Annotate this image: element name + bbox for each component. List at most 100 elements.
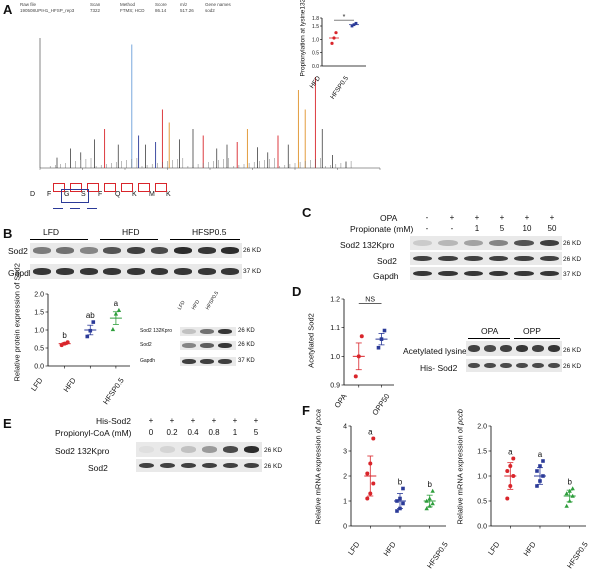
sig-letter: a: [538, 450, 543, 459]
sig-letter: b: [567, 478, 572, 487]
y-tick-label: 1.2: [330, 297, 340, 304]
panel-label-f: F: [302, 403, 310, 418]
inset-dot-hfd: [330, 41, 334, 45]
e-his-val: +: [211, 416, 217, 425]
data-point: [401, 486, 405, 491]
f1-xlabel-hfd: HFD: [381, 540, 398, 558]
row-label-gapdh: Gapdh: [8, 268, 34, 278]
d-row-acetylk: Acetylated lysine: [403, 346, 467, 356]
c-blot-sod2: [410, 252, 562, 265]
peptide-residue: K: [132, 191, 137, 198]
inset-ytick-label: 1.0: [312, 37, 319, 43]
peptide-residue: F: [47, 191, 52, 198]
header-col: Score: [155, 2, 167, 7]
data-point: [424, 506, 429, 511]
inset-dot-hfd: [334, 31, 338, 35]
d-line-opa: [468, 338, 510, 339]
sig-letter: b: [398, 478, 403, 487]
c-row-sod2: Sod2: [377, 256, 397, 266]
blot-band: [174, 268, 193, 275]
blot-band: [56, 247, 75, 254]
blot-band: [32, 268, 51, 275]
f2-xlabel-lfd: LFD: [486, 540, 502, 557]
panel-label-d: D: [292, 284, 302, 299]
blot-band: [499, 345, 513, 352]
y-tick-label: 0.9: [330, 383, 340, 390]
e-prop-val: 1: [232, 428, 238, 437]
data-point: [511, 456, 516, 461]
e-his-val: +: [169, 416, 175, 425]
data-point: [535, 469, 539, 473]
e-prop-val: 0.8: [208, 428, 220, 437]
e-row-kpro: Sod2 132Kpro: [55, 446, 110, 456]
e-prop-val: 0: [148, 428, 154, 437]
data-point: [359, 334, 364, 339]
blot-band: [243, 446, 260, 453]
blot-band: [514, 255, 534, 262]
y-ion-box: [138, 183, 150, 192]
small-blot-row: Sod2: [140, 342, 152, 348]
y-tick-label: 1.0: [477, 474, 487, 481]
blot-band: [127, 247, 145, 254]
peptide-residue: G: [64, 191, 70, 198]
c-opa-val: -: [425, 213, 429, 222]
c-opa-val: +: [449, 213, 455, 222]
d-blot-hissod2: [466, 359, 562, 372]
c-opa-val: +: [474, 213, 480, 222]
mw-37kd: 37 KD: [243, 268, 262, 275]
blot-band: [489, 239, 509, 247]
peptide-residue: F: [98, 191, 103, 198]
blot-band: [438, 239, 458, 247]
header-val: 7322: [90, 8, 101, 13]
e-blot-kpro: [136, 442, 262, 457]
header-val: FTMS; HCD: [120, 8, 145, 13]
b-xlabel-hfsp: HFSP0.5: [100, 376, 126, 407]
d-xlabel-opa: OPA: [332, 392, 349, 410]
data-point: [430, 501, 435, 506]
c-prop-val: 10: [522, 224, 532, 233]
blot-band: [467, 362, 481, 369]
inset-ytick-label: 0.0: [312, 64, 319, 70]
y-tick-label: 1.0: [330, 354, 340, 361]
y-tick-label: 2.0: [34, 292, 44, 299]
y-tick-label: 1.1: [330, 325, 340, 332]
b-ion-tick: [87, 202, 97, 209]
panel-label-b: B: [3, 226, 13, 241]
group-hfd: HFD: [122, 227, 140, 237]
group-lfd: LFD: [43, 227, 60, 237]
d-mw-1: 26 KD: [563, 347, 582, 354]
e-mw-2: 26 KD: [264, 463, 283, 470]
y-ion-box: [53, 183, 65, 192]
inset-ytick-label: 1.5: [312, 24, 319, 30]
blot-band: [489, 270, 509, 277]
group-hfsp: HFSP0.5: [192, 227, 227, 237]
blot-band: [222, 462, 239, 469]
y-ion-box: [155, 183, 167, 192]
blot-band: [243, 462, 260, 469]
small-blot-row: Sod2 132Kpro: [140, 328, 172, 334]
f2-xlabel-hfd: HFD: [521, 540, 538, 558]
blot-band: [438, 270, 458, 277]
c-prop-val: 50: [547, 224, 557, 233]
inset-dotplot: 1.8 1.5 1.0 0.5 0.0 *: [312, 14, 366, 70]
panel-label-a: A: [3, 2, 13, 17]
data-point: [541, 459, 545, 463]
spectrum-header: Raw file 190508UPIH1_HFSP_rep3 Scan 7322 Met…: [20, 2, 320, 18]
panel-label-e: E: [3, 416, 12, 431]
sig-letter: b: [62, 331, 67, 340]
e-his-val: +: [190, 416, 196, 425]
small-blot-strip: [180, 341, 236, 350]
data-point: [382, 328, 387, 333]
data-point: [570, 486, 575, 491]
blot-band: [79, 247, 98, 254]
blot-band: [221, 247, 240, 254]
y-tick-label: 3: [343, 449, 347, 456]
group-line-hfsp: [170, 239, 240, 240]
data-point: [538, 464, 542, 468]
blot-band: [514, 239, 534, 247]
header-col: Scan: [90, 2, 101, 7]
blot-band: [201, 446, 218, 453]
blot-band: [483, 345, 497, 352]
c-prop-val: -: [450, 224, 454, 233]
y-tick-label: 1.5: [34, 310, 44, 317]
